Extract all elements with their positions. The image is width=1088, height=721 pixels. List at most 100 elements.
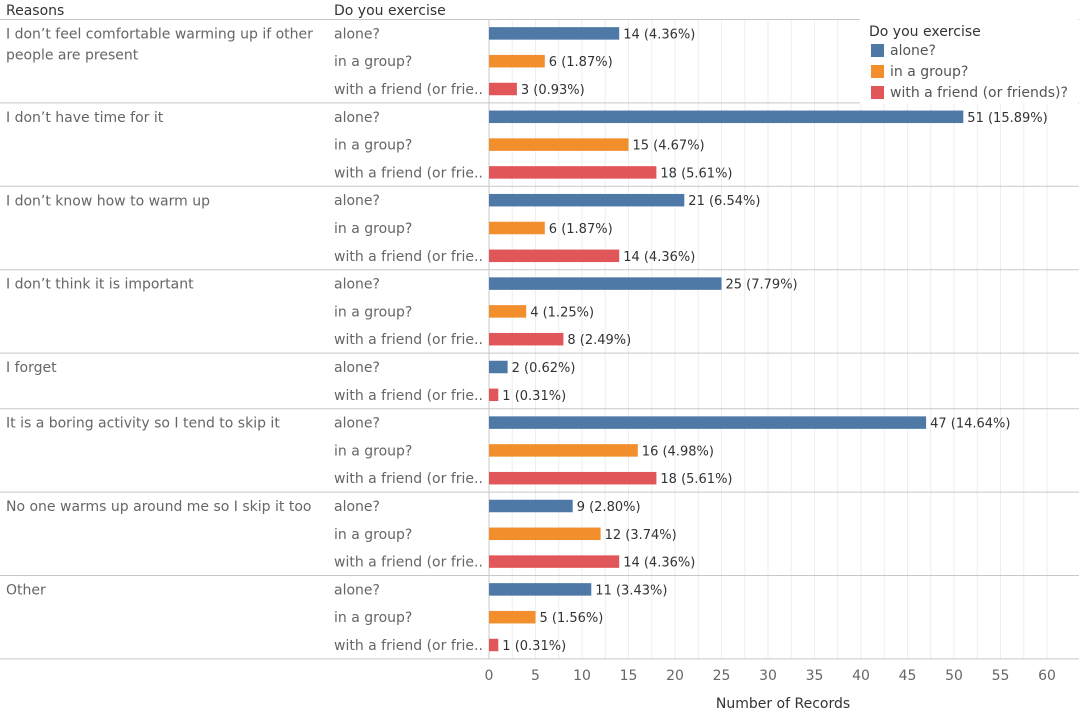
x-tick-label: 20 — [666, 668, 684, 684]
x-tick-label: 0 — [485, 668, 494, 684]
series-row-label: alone? — [334, 110, 380, 126]
data-label: 47 (14.64%) — [930, 417, 1010, 432]
bar[interactable] — [489, 388, 499, 402]
series-row-label: with a friend (or frie.. — [334, 332, 483, 348]
series-row-label: with a friend (or frie.. — [334, 82, 483, 98]
bar[interactable] — [489, 138, 629, 151]
legend-background — [860, 18, 1078, 104]
x-tick-label: 30 — [759, 668, 777, 684]
reason-label-line: I don’t feel comfortable warming up if o… — [6, 27, 313, 43]
x-tick-label: 55 — [992, 668, 1010, 684]
series-row-label: in a group? — [334, 443, 412, 459]
series-row-label: with a friend (or frie.. — [334, 471, 483, 487]
series-row-label: with a friend (or frie.. — [334, 388, 483, 404]
x-tick-label: 25 — [713, 668, 731, 684]
legend[interactable]: Do you exercise alone? in a group? with a … — [860, 18, 1078, 104]
reason-label-line: I don’t know how to warm up — [6, 193, 210, 209]
series-row-label: in a group? — [334, 54, 412, 70]
series-row-label: alone? — [334, 193, 380, 209]
legend-label: alone? — [890, 43, 936, 59]
reason-label: I don’t have time for it — [6, 110, 164, 126]
series-row-label: alone? — [334, 499, 380, 515]
data-label: 6 (1.87%) — [549, 222, 613, 237]
series-row-label: in a group? — [334, 527, 412, 543]
data-label: 3 (0.93%) — [521, 83, 585, 98]
reason-label-line: I forget — [6, 360, 57, 376]
reason-group: I don’t feel comfortable warming up if o… — [6, 26, 695, 98]
data-label: 5 (1.56%) — [540, 611, 604, 626]
bar[interactable] — [489, 110, 964, 124]
bar[interactable] — [489, 471, 657, 485]
bar[interactable] — [489, 332, 564, 346]
bar[interactable] — [489, 610, 536, 624]
bar[interactable] — [489, 638, 499, 652]
bar[interactable] — [489, 416, 927, 429]
data-label: 15 (4.67%) — [633, 139, 705, 154]
bar[interactable] — [489, 249, 620, 263]
data-label: 14 (4.36%) — [623, 556, 695, 571]
legend-item[interactable]: alone? — [871, 43, 936, 59]
bar[interactable] — [489, 166, 657, 179]
x-tick-label: 15 — [620, 668, 638, 684]
data-label: 1 (0.31%) — [502, 639, 566, 654]
bar[interactable] — [489, 193, 685, 207]
data-label: 21 (6.54%) — [688, 194, 760, 209]
series-row-label: alone? — [334, 416, 380, 432]
series-row-label: alone? — [334, 582, 380, 598]
legend-item[interactable]: with a friend (or friends)? — [871, 85, 1068, 101]
reason-label: Other — [6, 583, 46, 599]
x-tick-label: 35 — [806, 668, 824, 684]
reason-label: I don’t feel comfortable warming up if o… — [6, 27, 313, 64]
series-row-label: alone? — [334, 277, 380, 293]
bar[interactable] — [489, 27, 620, 40]
data-label: 9 (2.80%) — [577, 500, 641, 515]
reason-group: I forget alone? 2 (0.62%) with a friend (or… — [6, 360, 575, 404]
bar[interactable] — [489, 527, 601, 541]
bar[interactable] — [489, 221, 545, 235]
reason-label: I don’t know how to warm up — [6, 193, 210, 209]
chart-rows: I don’t feel comfortable warming up if o… — [6, 26, 1048, 654]
reason-label-line: I don’t think it is important — [6, 277, 194, 293]
reason-group: I don’t know how to warm up alone? 21 (6.5… — [6, 193, 760, 265]
series-row-label: with a friend (or frie.. — [334, 249, 483, 265]
legend-swatch — [871, 86, 884, 99]
data-label: 14 (4.36%) — [623, 250, 695, 265]
data-label: 11 (3.43%) — [595, 583, 667, 598]
bar[interactable] — [489, 82, 517, 96]
data-label: 51 (15.89%) — [967, 111, 1047, 126]
legend-label: in a group? — [890, 64, 968, 80]
series-row-label: with a friend (or frie.. — [334, 165, 483, 181]
data-label: 18 (5.61%) — [660, 166, 732, 181]
series-row-label: in a group? — [334, 304, 412, 320]
series-row-label: alone? — [334, 26, 380, 42]
x-tick-label: 5 — [531, 668, 540, 684]
data-label: 16 (4.98%) — [642, 444, 714, 459]
bar[interactable] — [489, 305, 527, 318]
bar[interactable] — [489, 360, 508, 374]
series-row-label: alone? — [334, 360, 380, 376]
reason-label-line: It is a boring activity so I tend to ski… — [6, 416, 280, 432]
bar[interactable] — [489, 583, 592, 596]
data-label: 8 (2.49%) — [567, 333, 631, 348]
x-axis: 0 5 10 15 20 25 30 35 40 45 50 55 60 — [485, 668, 1056, 684]
legend-swatch — [871, 65, 884, 78]
bar[interactable] — [489, 555, 620, 568]
data-label: 2 (0.62%) — [512, 361, 576, 376]
legend-title: Do you exercise — [869, 24, 981, 40]
bar[interactable] — [489, 444, 638, 457]
series-row-label: in a group? — [334, 221, 412, 237]
data-label: 6 (1.87%) — [549, 55, 613, 70]
reason-label: No one warms up around me so I skip it t… — [6, 499, 311, 515]
series-row-label: with a friend (or frie.. — [334, 555, 483, 571]
reason-label-line: No one warms up around me so I skip it t… — [6, 499, 311, 515]
bar[interactable] — [489, 277, 722, 290]
bar[interactable] — [489, 499, 573, 513]
group-separators — [0, 19, 1079, 660]
legend-item[interactable]: in a group? — [871, 64, 968, 80]
series-row-label: in a group? — [334, 138, 412, 154]
reason-label-line: Other — [6, 583, 46, 599]
reason-group: I don’t have time for it alone? 51 (15.89%… — [6, 110, 1048, 182]
bar[interactable] — [489, 54, 545, 68]
series-row-label: in a group? — [334, 610, 412, 626]
